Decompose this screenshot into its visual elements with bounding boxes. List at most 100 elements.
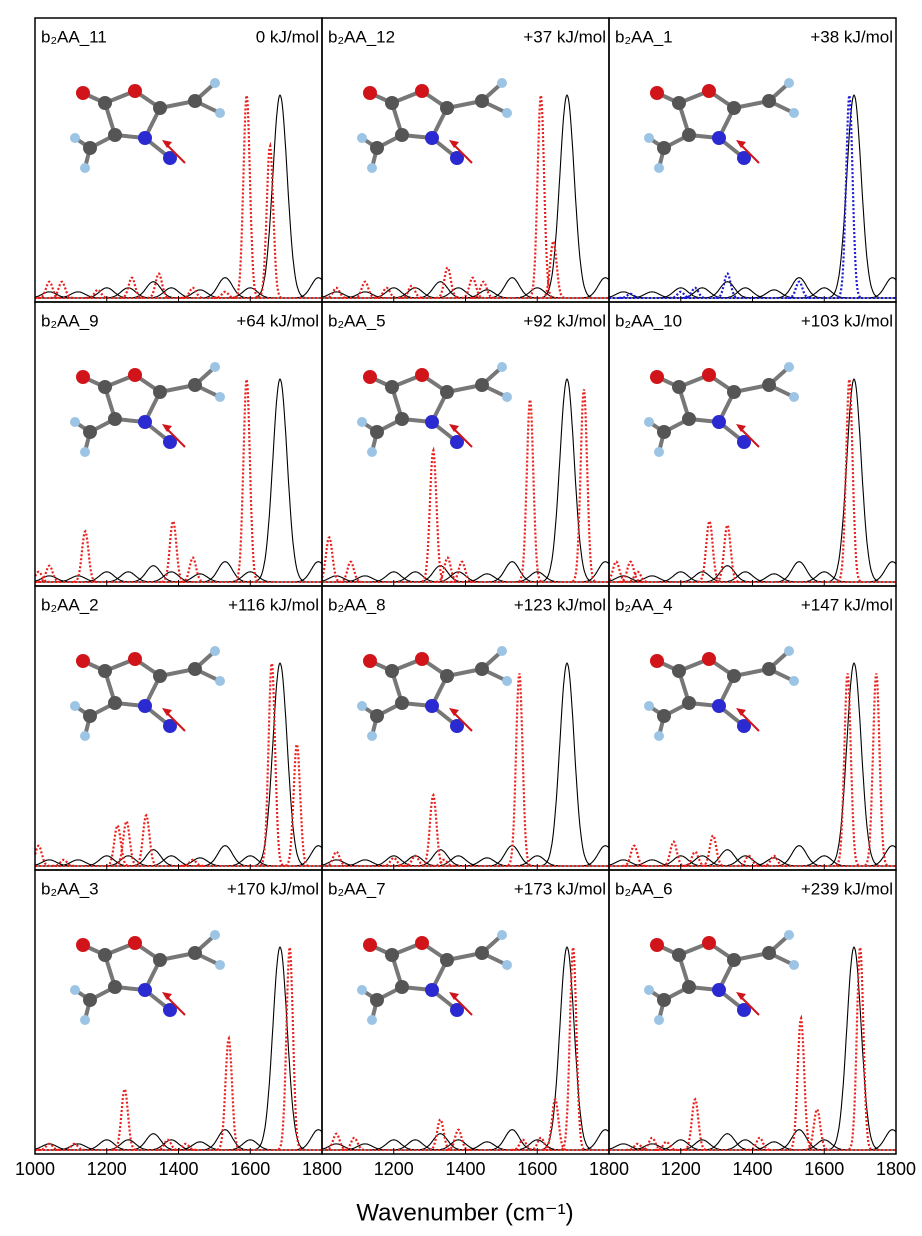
atom — [702, 652, 716, 666]
panel-frame — [35, 586, 322, 870]
experimental-peak — [255, 95, 305, 297]
panel-energy: +37 kJ/mol — [523, 27, 606, 46]
atom — [395, 412, 409, 426]
atom — [128, 368, 142, 382]
atom — [440, 385, 454, 399]
panel-energy: +116 kJ/mol — [228, 595, 319, 614]
atom — [210, 930, 220, 940]
experimental-peak — [433, 856, 483, 866]
molecule — [644, 646, 799, 741]
atom — [395, 696, 409, 710]
experimental-peak — [462, 1142, 512, 1150]
atom — [497, 930, 507, 940]
computed-peak — [519, 400, 541, 582]
arrow-head — [162, 992, 172, 1000]
computed-peak — [662, 842, 684, 866]
atom — [98, 96, 112, 110]
atom — [153, 101, 167, 115]
panel-title: b₂AA_1 — [615, 27, 673, 46]
atom — [654, 447, 664, 457]
atom — [415, 652, 429, 666]
atom — [108, 128, 122, 142]
panel-energy: +147 kJ/mol — [801, 595, 893, 614]
panel-title: b₂AA_5 — [328, 311, 386, 330]
atom — [138, 131, 152, 145]
atom — [712, 131, 726, 145]
experimental-peak — [774, 846, 824, 866]
computed-peak — [162, 521, 184, 582]
panel-frame — [322, 586, 609, 870]
atom — [440, 669, 454, 683]
panel-title: b₂AA_2 — [41, 595, 99, 614]
computed-peak — [461, 278, 483, 298]
panel-frame — [35, 870, 322, 1154]
atom — [108, 980, 122, 994]
atom — [657, 141, 671, 155]
atom — [188, 662, 202, 676]
atom — [712, 415, 726, 429]
arrow-head — [449, 424, 459, 432]
experimental-peak — [433, 1140, 483, 1150]
experimental-peak — [128, 566, 178, 582]
arrow-head — [449, 708, 459, 716]
atom — [363, 654, 377, 668]
arrow-head — [736, 708, 746, 716]
panel-title: b₂AA_9 — [41, 311, 99, 330]
atom — [727, 953, 741, 967]
arrow-head — [736, 424, 746, 432]
atom — [83, 425, 97, 439]
atom — [682, 696, 696, 710]
atom — [702, 84, 716, 98]
computed-peak — [508, 674, 530, 866]
atom — [215, 676, 225, 686]
atom — [762, 378, 776, 392]
experimental-peak — [146, 856, 196, 866]
experimental-peak — [542, 947, 592, 1149]
atom — [98, 380, 112, 394]
panel-frame — [35, 302, 322, 586]
computed-peak — [278, 947, 300, 1149]
atom — [108, 696, 122, 710]
panel-title: b₂AA_4 — [615, 595, 673, 614]
atom — [440, 101, 454, 115]
experimental-peak — [200, 846, 250, 866]
atom — [153, 953, 167, 967]
atom — [128, 84, 142, 98]
x-tick-label: 1800 — [876, 1159, 916, 1179]
experimental-peak — [720, 572, 770, 582]
atom — [153, 385, 167, 399]
computed-peak — [322, 537, 340, 581]
atom — [76, 86, 90, 100]
computed-peak — [838, 95, 860, 297]
atom — [370, 709, 384, 723]
experimental-peak — [720, 288, 770, 298]
atom — [357, 133, 367, 143]
figure: Wavenumber (cm⁻¹) b₂AA_110 kJ/molb₂AA_12… — [0, 0, 922, 1236]
atom — [83, 141, 97, 155]
computed-peak — [235, 379, 257, 581]
atom — [215, 392, 225, 402]
atom — [497, 78, 507, 88]
experimental-peak — [487, 1130, 537, 1150]
computed-peak — [422, 795, 444, 866]
computed-peak — [609, 562, 627, 582]
atom — [80, 731, 90, 741]
atom — [762, 946, 776, 960]
atom — [70, 417, 80, 427]
atom — [385, 948, 399, 962]
experimental-peak — [829, 663, 879, 865]
atom — [357, 417, 367, 427]
atom — [357, 985, 367, 995]
atom — [702, 936, 716, 950]
x-tick-label: 1200 — [374, 1159, 414, 1179]
atom — [702, 368, 716, 382]
atom — [415, 368, 429, 382]
computed-peak — [38, 282, 60, 298]
atom — [762, 662, 776, 676]
atom — [98, 664, 112, 678]
molecule — [357, 646, 512, 741]
molecule — [70, 930, 225, 1025]
molecule — [70, 78, 225, 173]
experimental-peak — [749, 574, 799, 582]
panel-energy: +239 kJ/mol — [801, 879, 893, 898]
